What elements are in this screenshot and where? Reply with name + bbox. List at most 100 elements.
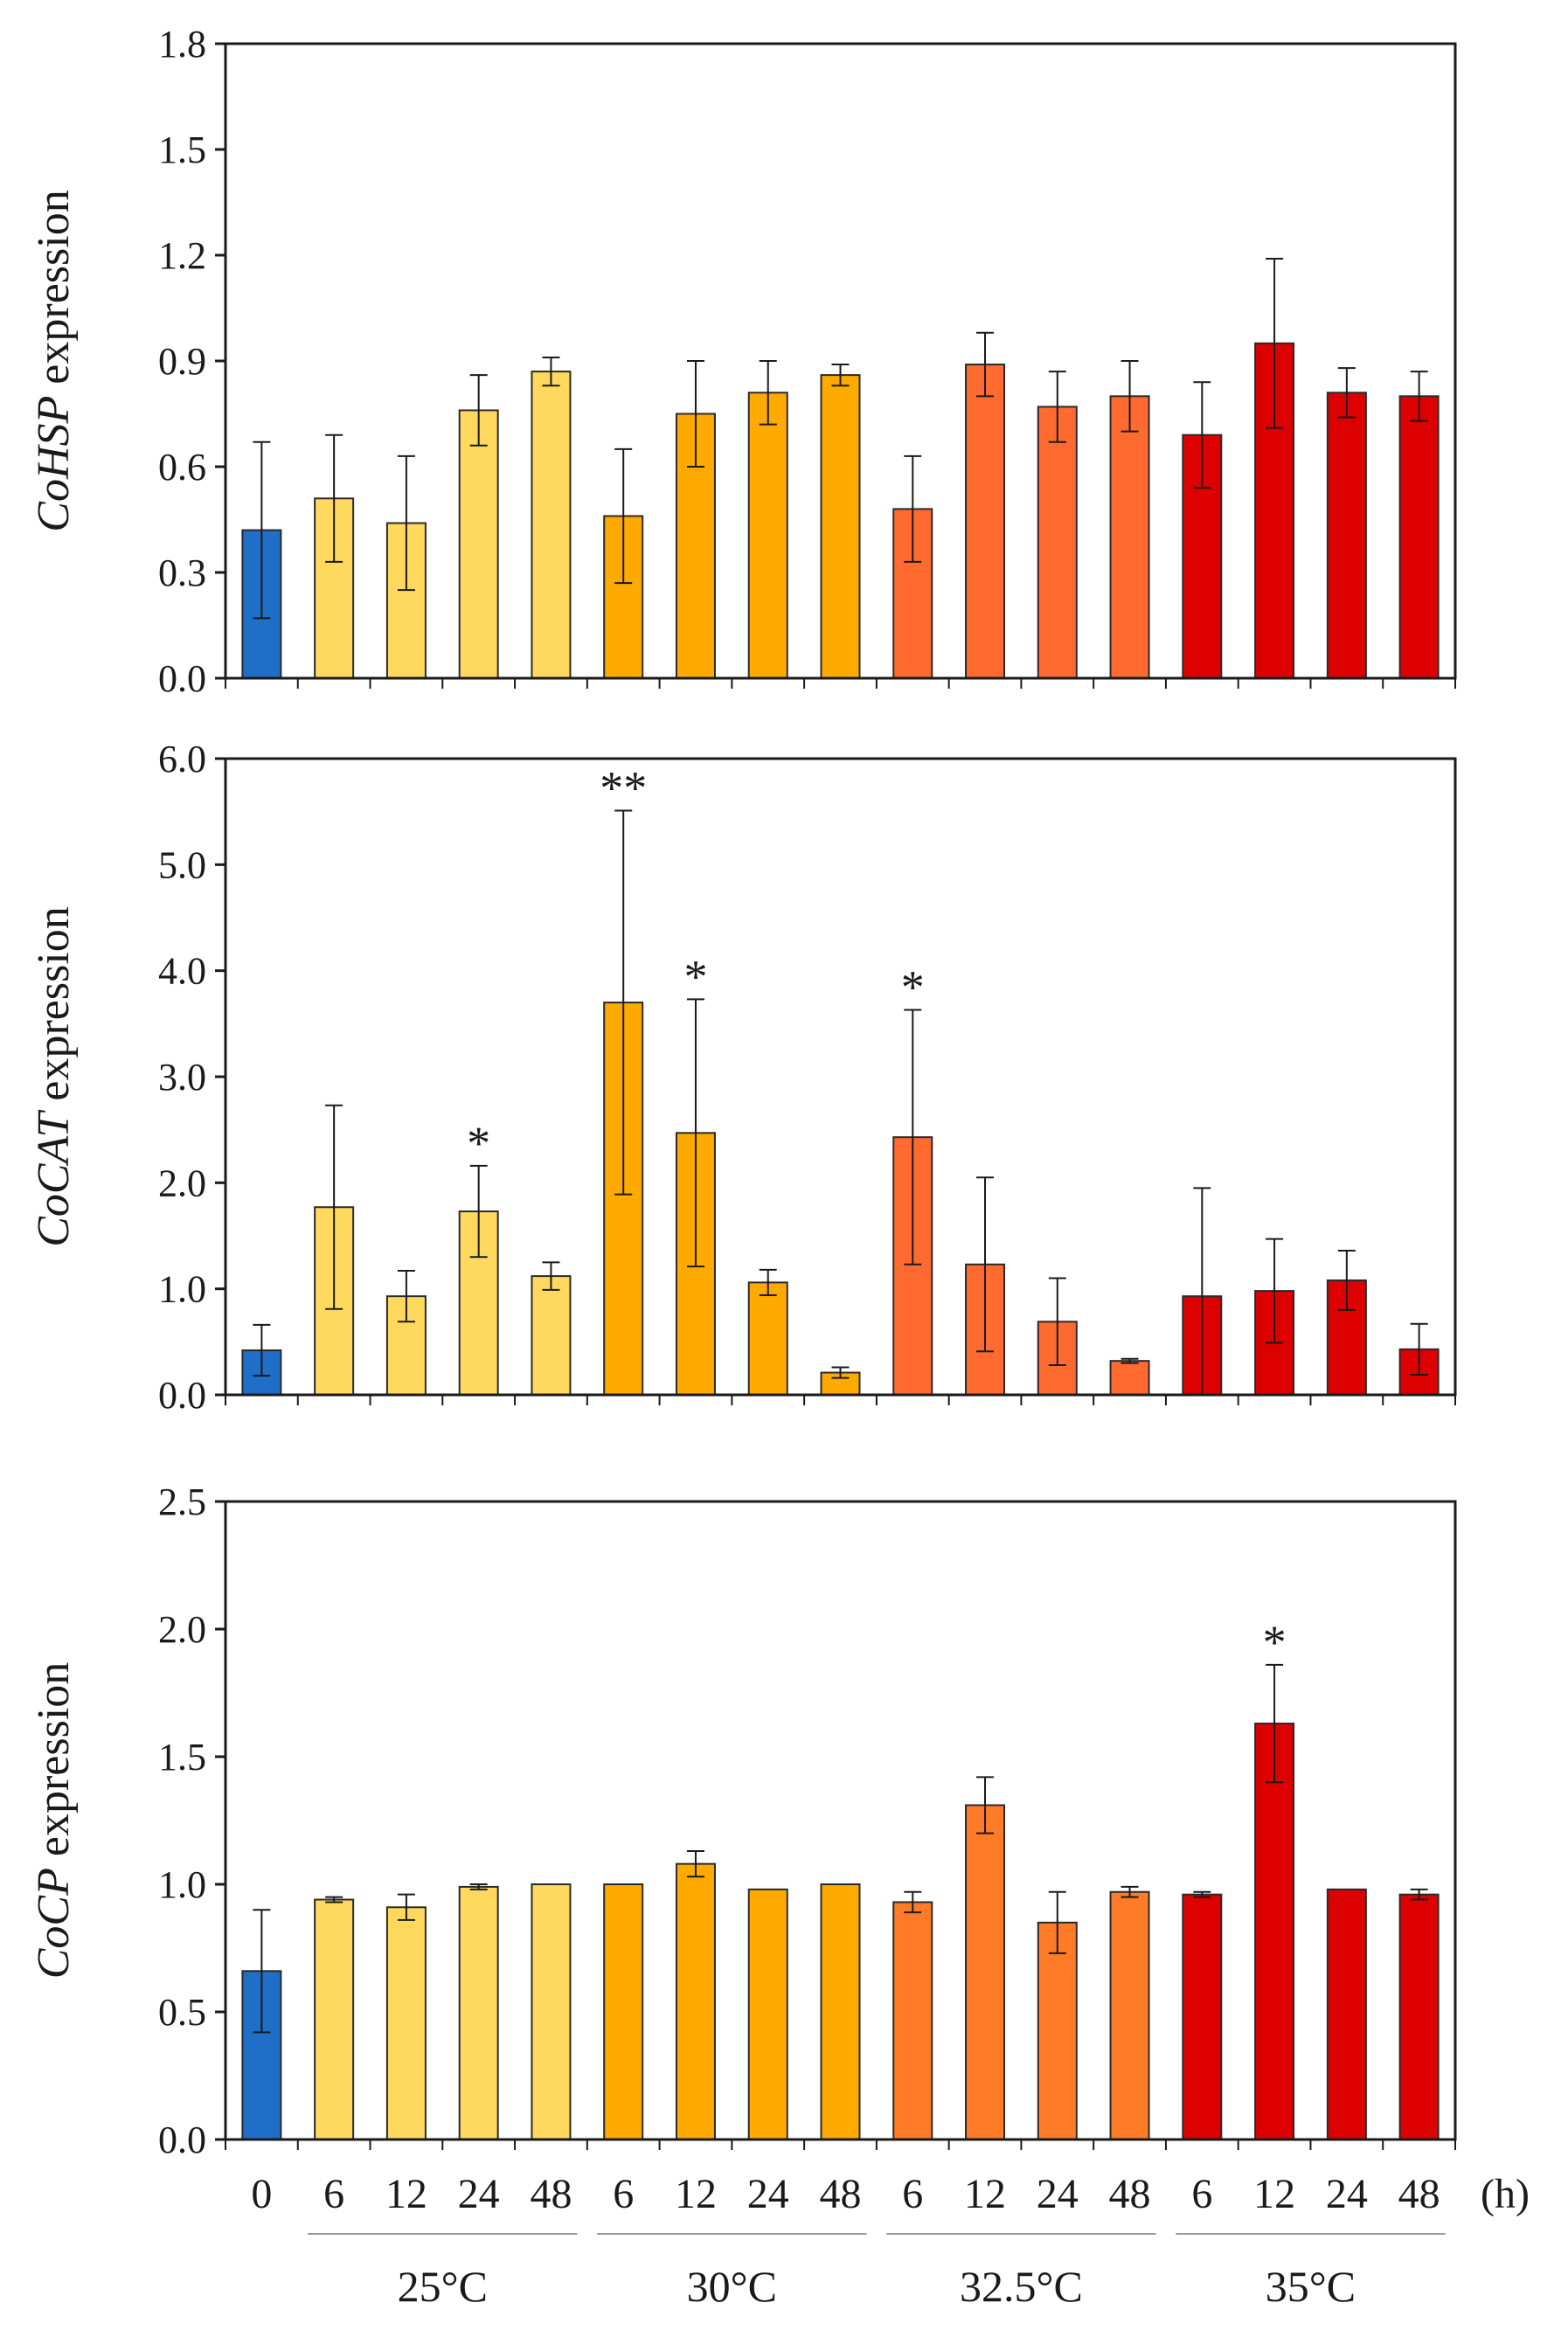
- bar: [747, 392, 788, 679]
- error-bar: [469, 374, 488, 447]
- bar: [1109, 1360, 1150, 1397]
- error-bar: [1193, 381, 1211, 489]
- x-category-label: 48: [530, 2171, 572, 2217]
- error-bar: [831, 364, 850, 387]
- error-bar: [904, 1009, 922, 1266]
- error-bar: [1120, 1357, 1139, 1364]
- y-tick-label: 0.0: [158, 2119, 206, 2161]
- bar: [603, 515, 644, 680]
- bar: [820, 1883, 861, 2140]
- x-category-label: 12: [385, 2171, 427, 2217]
- y-tick-label: 0.5: [158, 1991, 206, 2034]
- bar: [531, 1275, 572, 1397]
- x-category-label: 24: [1037, 2171, 1079, 2217]
- error-bar: [397, 1893, 415, 1921]
- group-label: 30°C: [687, 2262, 777, 2311]
- bar: [1109, 395, 1150, 679]
- error-bar: [253, 1909, 271, 2034]
- y-axis-title: CoCAT expression: [29, 906, 79, 1247]
- y-tick-label: 1.0: [158, 1863, 206, 1906]
- error-bar: [1266, 1238, 1284, 1344]
- error-bar: [976, 1176, 995, 1353]
- error-bar: [759, 360, 777, 426]
- y-axis-title-suffix: expression: [29, 1662, 79, 1868]
- error-bar: [397, 1270, 415, 1323]
- x-category-label: 12: [1253, 2171, 1295, 2217]
- x-axis-labels: 0 6 12 24 48 6 12 24 48 6 12 24 48 6 12 24 48 (h) 25°C 30°C…: [251, 2171, 1530, 2311]
- error-bar: [614, 809, 633, 1196]
- error-bar: [614, 447, 633, 585]
- x-category-label: 0: [251, 2171, 272, 2217]
- error-bar: [831, 1366, 850, 1379]
- x-category-label: 48: [1109, 2171, 1151, 2217]
- y-tick-label: 3.0: [158, 1056, 206, 1099]
- y-axis-gene-name: CoHSP: [29, 396, 79, 532]
- error-bar: [1266, 258, 1284, 429]
- bar: [1109, 1890, 1150, 2140]
- significance-marker: *: [1263, 1616, 1287, 1668]
- y-tick-label: 0.6: [158, 446, 206, 489]
- x-category-label: 48: [820, 2171, 862, 2217]
- error-bar: [253, 1323, 271, 1377]
- y-tick-label: 5.0: [158, 843, 206, 886]
- y-axis-title-suffix: expression: [29, 906, 79, 1112]
- error-bar: [1120, 360, 1139, 433]
- error-bar: [469, 1164, 488, 1259]
- plot-frame: [224, 1500, 1457, 2141]
- x-category-label: 6: [902, 2171, 923, 2217]
- error-bar: [904, 454, 922, 563]
- significance-marker: *: [467, 1117, 490, 1169]
- bar: [747, 1888, 788, 2141]
- y-tick-label: 1.2: [158, 234, 206, 277]
- error-bar: [1410, 1888, 1428, 1901]
- x-category-label: 12: [675, 2171, 717, 2217]
- bar: [1398, 395, 1440, 679]
- bar: [1398, 1893, 1440, 2140]
- error-bar: [253, 440, 271, 620]
- bar: [965, 1804, 1006, 2140]
- error-bar: [1266, 1663, 1284, 1784]
- y-tick-label: 1.5: [158, 1736, 206, 1779]
- y-axis-gene-name: CoCP: [29, 1868, 79, 1979]
- error-bar: [1337, 367, 1356, 419]
- error-bar: [686, 360, 704, 468]
- y-tick-label: 0.3: [158, 551, 206, 594]
- y-tick-label: 0.0: [158, 657, 206, 700]
- y-tick-label: 4.0: [158, 950, 206, 993]
- y-tick-label: 6.0: [158, 738, 206, 780]
- error-bar: [325, 1896, 343, 1904]
- error-bar: [759, 1268, 777, 1296]
- bar: [892, 1901, 933, 2140]
- error-bar: [325, 1104, 343, 1310]
- bar: [1326, 1888, 1367, 2141]
- x-category-label: 6: [1191, 2171, 1212, 2217]
- x-category-label: 6: [323, 2171, 344, 2217]
- bar: [531, 371, 572, 679]
- y-axis-title: CoHSP expression: [29, 190, 79, 531]
- group-label: 32.5°C: [960, 2262, 1083, 2311]
- y-tick-label: 2.5: [158, 1481, 206, 1523]
- bar: [820, 374, 861, 679]
- error-bar: [976, 331, 995, 398]
- error-bar: [686, 1850, 704, 1878]
- bar: [314, 1898, 355, 2141]
- bar: [603, 1883, 644, 2140]
- error-bar: [1193, 1890, 1211, 1898]
- x-category-label: 12: [964, 2171, 1006, 2217]
- y-tick-label: 1.0: [158, 1268, 206, 1311]
- group-label: 35°C: [1266, 2262, 1356, 2311]
- error-bar: [469, 1883, 488, 1890]
- error-bar: [1337, 1249, 1356, 1311]
- error-bar: [1048, 371, 1066, 443]
- x-category-label: 24: [458, 2171, 500, 2217]
- y-tick-label: 1.5: [158, 128, 206, 171]
- bar: [1182, 1893, 1223, 2140]
- error-bar: [904, 1890, 922, 1914]
- bar: [1254, 1723, 1295, 2141]
- y-axis-title-suffix: expression: [29, 190, 79, 395]
- significance-marker: *: [683, 950, 707, 1002]
- y-axis-title: CoCP expression: [29, 1662, 79, 1980]
- error-bar: [1120, 1885, 1139, 1898]
